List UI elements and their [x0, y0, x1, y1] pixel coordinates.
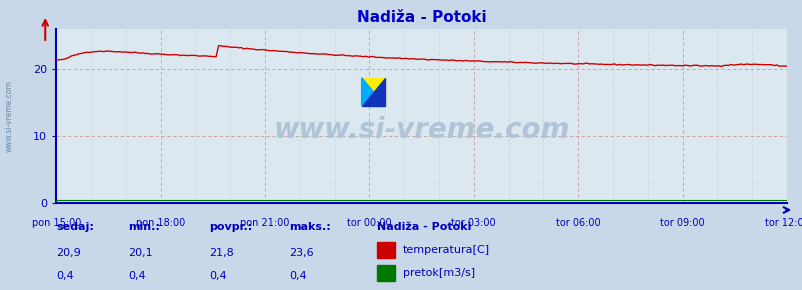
Text: pon 21:00: pon 21:00 [240, 218, 290, 227]
Text: tor 09:00: tor 09:00 [659, 218, 704, 227]
Text: 0,4: 0,4 [56, 271, 74, 281]
Text: sedaj:: sedaj: [56, 222, 94, 232]
Text: tor 06:00: tor 06:00 [555, 218, 600, 227]
Polygon shape [361, 78, 384, 106]
Title: Nadiža - Potoki: Nadiža - Potoki [356, 10, 486, 25]
Text: 21,8: 21,8 [209, 248, 233, 258]
Text: www.si-vreme.com: www.si-vreme.com [5, 80, 14, 152]
Text: www.si-vreme.com: www.si-vreme.com [273, 116, 569, 144]
Text: tor 00:00: tor 00:00 [346, 218, 391, 227]
Text: povpr.:: povpr.: [209, 222, 252, 232]
Text: maks.:: maks.: [289, 222, 330, 232]
Text: 23,6: 23,6 [289, 248, 314, 258]
Text: min.:: min.: [128, 222, 160, 232]
Text: 0,4: 0,4 [209, 271, 226, 281]
Text: Nadiža - Potoki: Nadiža - Potoki [377, 222, 472, 232]
Text: pon 18:00: pon 18:00 [136, 218, 185, 227]
Text: 20,9: 20,9 [56, 248, 81, 258]
Polygon shape [361, 78, 384, 106]
Text: 0,4: 0,4 [128, 271, 146, 281]
Text: 0,4: 0,4 [289, 271, 306, 281]
Text: tor 03:00: tor 03:00 [451, 218, 496, 227]
Polygon shape [361, 78, 384, 106]
Text: pretok[m3/s]: pretok[m3/s] [403, 269, 475, 278]
Text: tor 12:00: tor 12:00 [764, 218, 802, 227]
Text: 20,1: 20,1 [128, 248, 153, 258]
Text: pon 15:00: pon 15:00 [31, 218, 81, 227]
Text: temperatura[C]: temperatura[C] [403, 245, 489, 255]
